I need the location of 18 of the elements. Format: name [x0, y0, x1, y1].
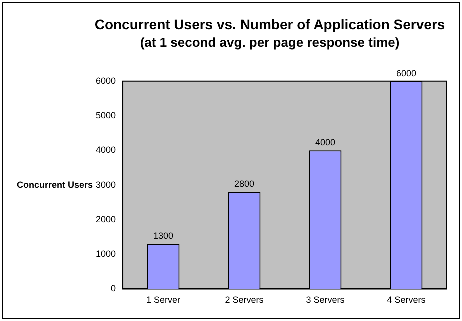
y-axis-title: Concurrent Users: [17, 180, 94, 190]
data-label: 6000: [396, 68, 417, 78]
y-tick-label: 5000: [96, 110, 116, 121]
chart-subtitle: (at 1 second avg. per page response time): [140, 35, 400, 50]
chart-title: Concurrent Users vs. Number of Application Servers: [94, 16, 446, 32]
data-label: 2800: [234, 179, 255, 190]
y-tick-label: 2000: [96, 214, 116, 224]
x-tick-label: 4 Servers: [387, 295, 426, 306]
y-tick-label: 3000: [96, 180, 116, 190]
data-label: 4000: [315, 138, 336, 148]
y-tick-label: 6000: [96, 76, 116, 86]
y-tick-label: 0: [111, 284, 116, 294]
x-tick-label: 3 Servers: [306, 295, 346, 306]
y-tick-label: 4000: [96, 145, 116, 156]
x-tick-label: 1 Server: [146, 295, 181, 306]
data-label: 1300: [154, 231, 174, 242]
y-tick-label: 1000: [96, 249, 116, 260]
x-tick-label: 2 Servers: [225, 295, 264, 306]
